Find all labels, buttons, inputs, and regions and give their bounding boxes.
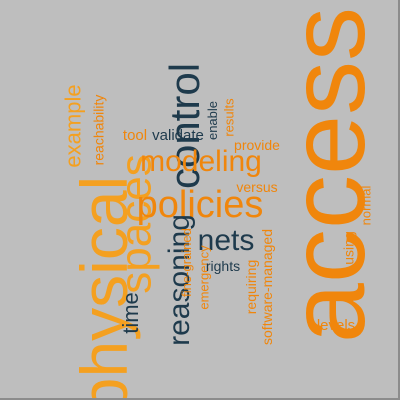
word-results: results <box>221 97 237 137</box>
word-nets: nets <box>197 224 255 257</box>
word-reachability: reachability <box>89 94 106 166</box>
word-time: time <box>118 292 143 334</box>
word-fine-grained: fine-grained <box>178 227 194 297</box>
word-using: using <box>341 231 357 265</box>
word-rights: rights <box>205 258 241 274</box>
word-versus: versus <box>236 179 278 195</box>
word-provide: provide <box>234 137 280 153</box>
word-example: example <box>61 84 86 168</box>
word-emergency: emergency <box>196 244 212 310</box>
word-levels: levels <box>316 316 356 334</box>
word-normal: normal <box>358 185 374 225</box>
word-enable: enable <box>205 100 221 140</box>
word-modeling: modeling <box>140 145 262 178</box>
word-tool: tool <box>122 126 148 144</box>
word-validate: validate <box>152 126 204 144</box>
word-software-managed: software-managed <box>258 229 275 345</box>
word-requiring: requiring <box>242 259 259 315</box>
word-policies: policies <box>136 184 264 226</box>
word-access: access <box>265 6 387 344</box>
